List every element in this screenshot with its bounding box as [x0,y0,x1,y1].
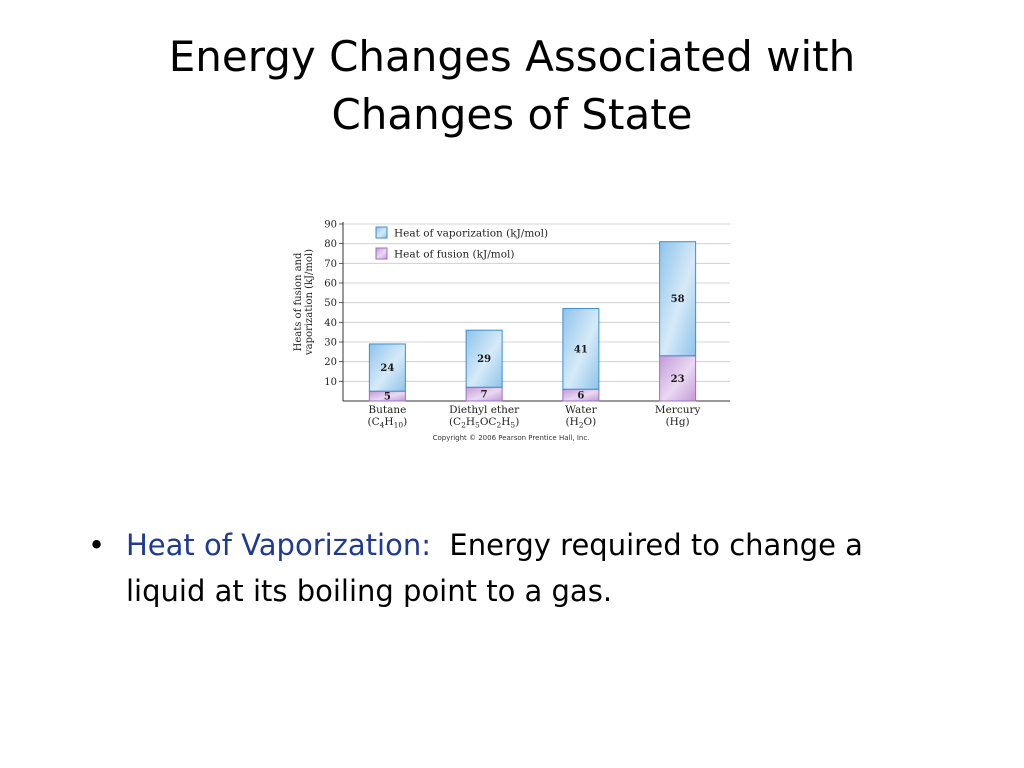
data-label: 5 [384,392,391,403]
y-tick-label: 70 [324,259,337,270]
title-line-2: Changes of State [331,90,693,139]
y-axis-label: Heats of fusion andvaporization (kJ/mol) [293,249,315,356]
bars [368,241,697,402]
y-axis-label-line-1: Heats of fusion and [293,252,304,351]
x-tick-label: Butane [368,404,406,416]
gridlines [343,223,730,382]
legend: Heat of vaporization (kJ/mol) Heat of fus… [375,226,548,261]
data-label: 23 [671,374,685,385]
y-tick-label: 60 [324,279,337,290]
y-tick-label: 20 [324,357,337,368]
y-tick-label: 80 [324,239,337,250]
bullet-point: • Heat of Vaporization: Energy required … [88,522,948,614]
data-label: 6 [577,391,584,402]
legend-swatch-fusion [375,247,388,260]
x-tick-label: Water [565,404,598,416]
title-line-1: Energy Changes Associated with [168,32,856,81]
data-label: 41 [574,344,588,355]
bullet-term: Heat of Vaporization: [126,528,431,562]
bar-vaporization [368,343,406,392]
bullet-definition: Energy required to change a liquid at it… [126,528,863,608]
y-axis-label-line-2: vaporization (kJ/mol) [304,249,315,356]
legend-swatch-vaporization [375,226,388,239]
legend-label-vaporization: Heat of vaporization (kJ/mol) [394,228,548,240]
bullet-marker: • [88,528,106,562]
heat-of-fusion-vaporization-chart: 10 20 30 40 50 60 70 80 90 Heats of fusion andvap… [293,220,730,443]
y-tick-label: 40 [324,318,337,329]
data-label: 58 [671,294,685,305]
y-tick-label: 10 [324,377,337,388]
labels: 10 20 30 40 50 60 70 80 90 Heats of fusion andvap… [293,220,700,443]
bar-vaporization [562,308,600,390]
data-label: 24 [380,363,394,374]
x-tick-label: Diethyl ether [449,404,520,416]
slide-title: Energy Changes Associated with Changes o… [0,28,1024,144]
data-label: 29 [477,354,491,365]
bar-vaporization [659,241,697,357]
data-label: 7 [481,390,488,401]
y-tick-label: 90 [324,220,337,231]
bar-vaporization [465,329,503,388]
y-tick-label: 50 [324,298,337,309]
x-formula-label: (C2H5OC2H5) [449,416,519,430]
x-formula-label: (C4H10) [368,416,408,430]
legend-label-fusion: Heat of fusion (kJ/mol) [394,249,515,261]
bar-fusion [659,355,697,402]
y-tick-label: 30 [324,338,337,349]
x-tick-label: Mercury [655,404,701,416]
x-formula-label: (Hg) [666,416,690,428]
x-formula-label: (H2O) [565,416,596,430]
copyright-notice: Copyright © 2006 Pearson Prentice Hall, … [433,434,590,442]
